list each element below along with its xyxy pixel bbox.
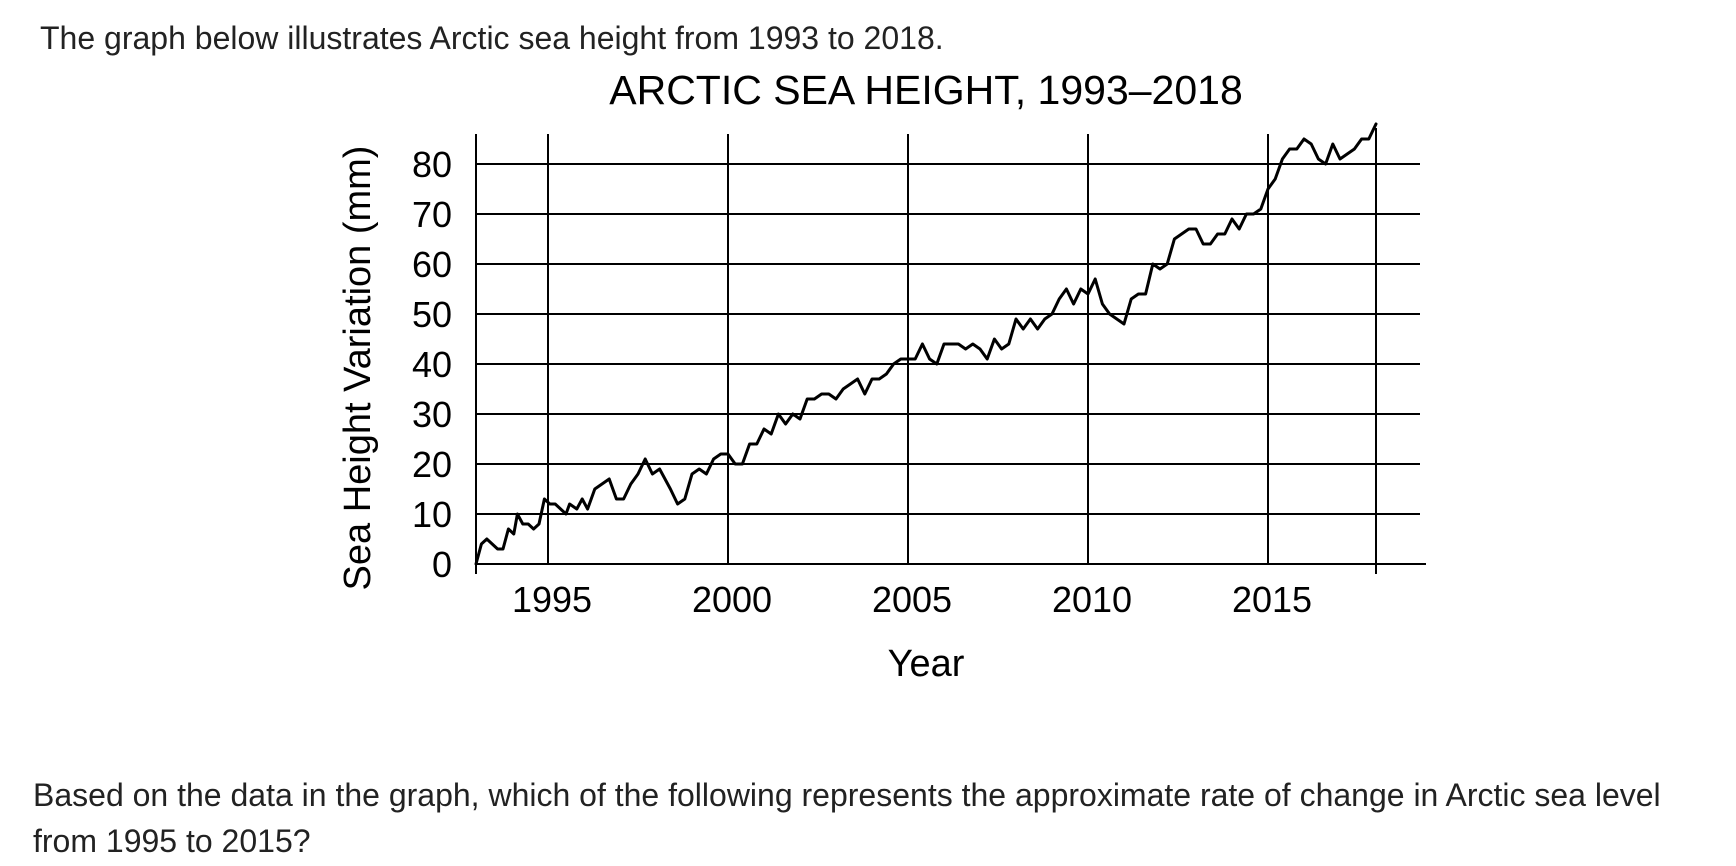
y-tick-label: 80 [412,144,452,185]
x-axis-label: Year [888,643,965,685]
sea-height-line-chart: ARCTIC SEA HEIGHT, 1993–2018 0 10 20 30 40 50… [337,67,1426,685]
y-tick-label: 60 [412,244,452,285]
intro-text: The graph below illustrates Arctic sea h… [40,20,944,56]
x-tick-label: 2000 [692,579,772,620]
y-tick-label: 30 [412,394,452,435]
y-tick-label: 40 [412,344,452,385]
y-axis-label: Sea Height Variation (mm) [337,146,379,591]
chart-grid [476,134,1420,564]
chart-axes [475,128,1426,574]
y-tick-label: 70 [412,194,452,235]
x-tick-labels: 1995 2000 2005 2010 2015 [512,579,1312,620]
y-tick-label: 50 [412,294,452,335]
y-tick-labels: 0 10 20 30 40 50 60 70 80 [412,144,452,585]
x-tick-label: 2005 [872,579,952,620]
chart-series [474,122,1378,566]
sea-height-series-line [474,122,1378,566]
x-tick-label: 1995 [512,579,592,620]
y-tick-label: 20 [412,444,452,485]
y-tick-label: 0 [432,544,452,585]
x-tick-label: 2010 [1052,579,1132,620]
chart-title: ARCTIC SEA HEIGHT, 1993–2018 [609,67,1243,113]
y-tick-label: 10 [412,494,452,535]
question-text: Based on the data in the graph, which of… [33,777,1661,859]
x-tick-label: 2015 [1232,579,1312,620]
